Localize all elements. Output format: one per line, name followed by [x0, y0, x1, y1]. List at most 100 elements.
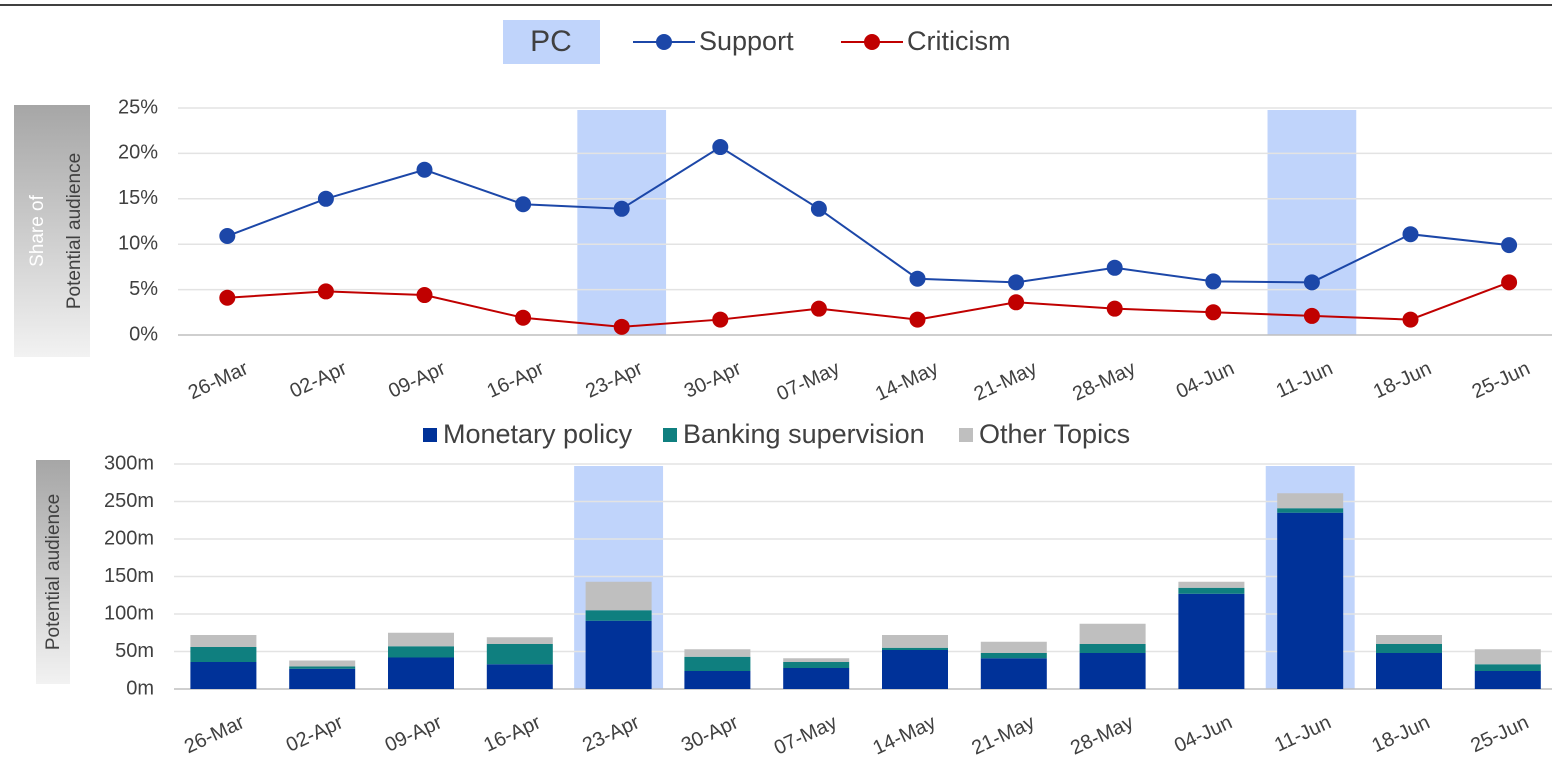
point	[613, 318, 630, 335]
bar-segment	[388, 646, 454, 658]
point	[317, 190, 334, 207]
legend-label: Other Topics	[979, 419, 1130, 449]
bar-segment	[1178, 581, 1245, 588]
point	[712, 311, 729, 328]
x-tick-label: 14-May	[872, 357, 942, 405]
bar-segment	[289, 668, 356, 689]
x-tick-label: 04-Jun	[1171, 711, 1236, 757]
bar-segment	[980, 653, 1047, 659]
x-tick-label: 16-Apr	[484, 357, 548, 402]
point	[317, 283, 334, 300]
x-tick-label: 11-Jun	[1271, 711, 1334, 756]
bar-segment	[980, 641, 1047, 653]
legend-label: Monetary policy	[443, 419, 633, 449]
point	[219, 289, 236, 306]
bar-segment	[388, 657, 454, 689]
bar-segment	[1277, 493, 1344, 509]
point	[810, 300, 827, 317]
bar-segment	[1474, 671, 1541, 689]
y-tick-label: 300m	[104, 452, 154, 474]
bar-segment	[1474, 649, 1541, 665]
bar-segment	[1474, 664, 1541, 671]
point	[909, 270, 926, 287]
x-tick-label: 09-Apr	[385, 357, 449, 402]
point	[1501, 274, 1518, 291]
ylabel-box	[14, 105, 90, 357]
x-tick-label: 26-Mar	[181, 711, 248, 758]
y-tick-label: 5%	[129, 278, 158, 300]
x-tick-label: 14-May	[870, 711, 940, 759]
bar-segment	[190, 662, 257, 689]
x-tick-label: 07-May	[773, 357, 843, 405]
x-tick-label: 30-Apr	[678, 711, 742, 756]
bar-segment	[289, 660, 356, 667]
point	[416, 287, 433, 304]
point	[1303, 274, 1320, 291]
x-tick-label: 02-Apr	[283, 711, 347, 756]
point	[1402, 311, 1419, 328]
bar-segment	[190, 635, 257, 647]
y-axis-label: Share of	[27, 194, 48, 267]
bar-segment	[684, 671, 751, 689]
bar-segment	[684, 649, 751, 657]
x-tick-label: 04-Jun	[1173, 357, 1238, 403]
bar-segment	[882, 650, 948, 689]
bar-segment	[1079, 644, 1146, 653]
legend-label: Banking supervision	[683, 419, 925, 449]
legend-marker	[656, 34, 672, 50]
x-tick-label: 28-May	[1069, 357, 1139, 405]
bar-segment	[486, 637, 553, 644]
y-tick-label: 50m	[115, 640, 154, 662]
bar-segment	[1277, 512, 1344, 689]
x-tick-label: 11-Jun	[1273, 357, 1336, 402]
bar-segment	[1277, 508, 1344, 513]
legend-swatch	[503, 20, 600, 64]
point	[1205, 304, 1222, 321]
point	[909, 311, 926, 328]
y-axis-label: Potential audience	[64, 153, 85, 309]
y-axis-label: Potential audience	[43, 494, 64, 650]
point	[613, 200, 630, 217]
highlight-band	[1267, 110, 1357, 335]
y-tick-label: 0%	[129, 323, 158, 345]
bar-segment	[783, 668, 850, 689]
x-tick-label: 30-Apr	[681, 357, 745, 402]
bar-segment	[190, 647, 257, 662]
x-tick-label: 23-Apr	[579, 711, 643, 756]
legend-label: Criticism	[907, 26, 1010, 56]
y-tick-label: 10%	[118, 232, 158, 254]
bar-segment	[1376, 644, 1442, 653]
bar-segment	[1178, 593, 1245, 689]
bar-segment	[684, 656, 751, 671]
point	[219, 228, 236, 245]
point	[1303, 307, 1320, 324]
x-tick-label: 07-May	[771, 711, 841, 759]
bar-segment	[1376, 635, 1442, 644]
legend-swatch	[959, 428, 973, 442]
x-tick-label: 21-May	[971, 357, 1041, 405]
x-tick-label: 21-May	[968, 711, 1038, 759]
y-tick-label: 20%	[118, 142, 158, 164]
legend-label: Support	[699, 26, 794, 56]
bar-segment	[783, 662, 850, 668]
bar-segment	[882, 647, 948, 650]
x-tick-label: 16-Apr	[480, 711, 544, 756]
bar-segment	[783, 658, 850, 662]
bar-segment	[980, 658, 1047, 689]
legend-marker	[864, 34, 880, 50]
x-tick-label: 23-Apr	[582, 357, 646, 402]
x-tick-label: 28-May	[1067, 711, 1137, 759]
point	[1402, 226, 1419, 243]
point	[416, 161, 433, 178]
ylabel-box	[36, 460, 70, 684]
point	[1106, 300, 1123, 317]
highlight-band	[577, 110, 667, 335]
bar-segment	[289, 666, 356, 669]
y-tick-label: 100m	[104, 602, 154, 624]
legend-swatch	[423, 428, 437, 442]
bar-segment	[585, 620, 652, 689]
x-tick-label: 09-Apr	[382, 711, 446, 756]
y-tick-label: 250m	[104, 490, 154, 512]
point	[810, 200, 827, 217]
